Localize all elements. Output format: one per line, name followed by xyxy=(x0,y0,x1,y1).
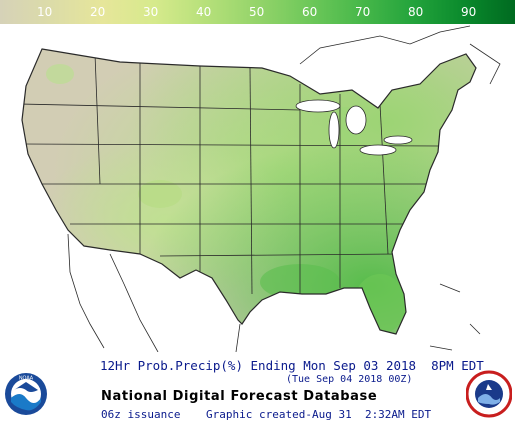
legend-tick-20: 20 xyxy=(90,5,106,19)
svg-text:NOAA: NOAA xyxy=(19,376,34,382)
legend-tick-50: 50 xyxy=(249,5,265,19)
legend-tick-10: 10 xyxy=(37,5,53,19)
valid-time-utc: (Tue Sep 04 2018 00Z) xyxy=(286,374,413,385)
conus-map xyxy=(21,25,501,352)
issuance-label: 06z issuance xyxy=(101,408,181,421)
graphic-created-label: Graphic created-Aug 31 2:32AM EDT xyxy=(206,408,432,421)
color-scale-legend: 10 20 30 40 50 60 70 80 90 xyxy=(0,0,515,25)
legend-tick-60: 60 xyxy=(302,5,318,19)
product-caption: 12Hr Prob.Precip(%) Ending Mon Sep 03 20… xyxy=(100,358,484,373)
legend-tick-90: 90 xyxy=(461,5,477,19)
international-borders xyxy=(67,25,501,352)
noaa-logo: NOAA xyxy=(5,373,47,415)
legend-tick-80: 80 xyxy=(408,5,424,19)
precip-probability-shading xyxy=(22,49,476,334)
database-title: National Digital Forecast Database xyxy=(101,389,378,404)
legend-tick-70: 70 xyxy=(355,5,371,19)
legend-tick-30: 30 xyxy=(143,5,159,19)
great-lakes xyxy=(295,99,413,156)
forecast-map xyxy=(0,24,515,352)
legend-tick-40: 40 xyxy=(196,5,212,19)
nws-logo xyxy=(466,370,512,418)
